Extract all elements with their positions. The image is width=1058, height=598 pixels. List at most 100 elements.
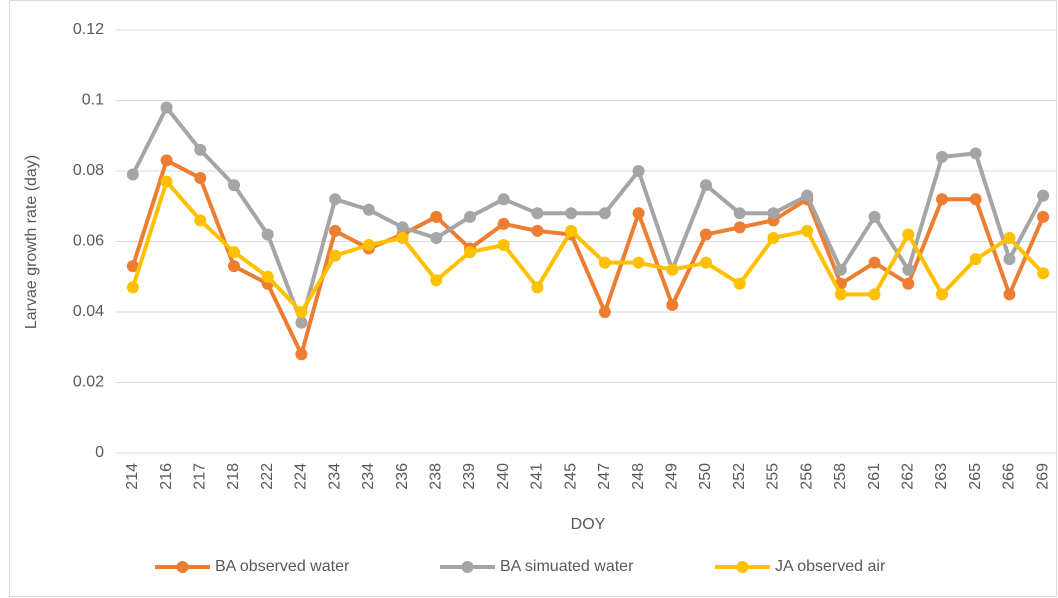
data-point xyxy=(969,147,982,160)
data-point xyxy=(1037,267,1050,280)
data-point xyxy=(767,207,780,220)
data-point xyxy=(767,231,780,244)
x-tick-label: 256 xyxy=(798,463,815,490)
data-point xyxy=(261,228,274,241)
x-tick-label: 241 xyxy=(529,463,546,490)
chart-border xyxy=(9,0,1057,597)
series-line xyxy=(131,105,1045,325)
legend-label: JA observed air xyxy=(775,558,886,575)
data-point xyxy=(632,165,645,177)
x-tick-label: 250 xyxy=(697,463,714,490)
data-point xyxy=(666,298,679,311)
data-point xyxy=(295,348,308,361)
data-point xyxy=(936,193,948,206)
x-tick-label: 214 xyxy=(124,463,141,490)
data-point xyxy=(733,207,746,220)
data-point xyxy=(902,263,915,276)
data-point xyxy=(531,207,544,220)
data-point xyxy=(598,306,611,318)
x-tick-label: 261 xyxy=(866,463,883,490)
x-tick-label: 238 xyxy=(428,463,445,490)
y-tick-label: 0.04 xyxy=(73,303,104,320)
legend-label: BA simuated water xyxy=(500,558,634,575)
y-tick-label: 0.08 xyxy=(73,162,104,179)
x-tick-label: 255 xyxy=(765,463,782,490)
data-point xyxy=(969,193,982,206)
data-point xyxy=(1037,210,1050,223)
data-point xyxy=(1037,189,1050,202)
legend-marker xyxy=(461,561,474,573)
data-point xyxy=(531,224,544,237)
data-point xyxy=(228,260,240,273)
data-point xyxy=(228,179,240,192)
x-tick-label: 239 xyxy=(461,463,478,490)
data-point xyxy=(834,263,847,276)
x-tick-label: 236 xyxy=(394,463,411,490)
data-point xyxy=(329,193,342,206)
data-point xyxy=(497,217,510,230)
data-point xyxy=(261,270,274,283)
data-point xyxy=(160,101,173,114)
x-tick-label: 222 xyxy=(259,463,276,490)
x-tick-label: 218 xyxy=(225,463,242,490)
x-tick-label: 217 xyxy=(192,463,209,490)
y-tick-label: 0.1 xyxy=(82,92,104,109)
data-point xyxy=(126,281,139,294)
data-point xyxy=(194,214,207,227)
data-point xyxy=(632,207,645,220)
data-point xyxy=(362,239,375,252)
x-axis-label: DOY xyxy=(571,516,606,533)
x-tick-label: 263 xyxy=(933,463,950,490)
data-point xyxy=(329,249,342,262)
data-point xyxy=(160,175,173,188)
x-tick-label: 265 xyxy=(967,463,984,490)
data-point xyxy=(497,193,510,206)
data-point xyxy=(902,277,915,290)
data-point xyxy=(598,256,611,269)
x-tick-label: 234 xyxy=(360,463,377,490)
x-tick-label: 216 xyxy=(158,463,175,490)
data-point xyxy=(733,277,746,290)
x-tick-label: 269 xyxy=(1034,463,1051,490)
legend-marker xyxy=(736,561,749,573)
x-tick-label: 262 xyxy=(900,463,917,490)
data-point xyxy=(666,263,679,276)
data-point xyxy=(160,154,173,167)
data-point xyxy=(902,228,915,241)
data-point xyxy=(430,231,443,244)
y-tick-label: 0.02 xyxy=(73,374,104,391)
x-tick-label: 234 xyxy=(326,463,343,490)
data-point xyxy=(194,143,207,156)
x-tick-label: 266 xyxy=(1001,463,1018,490)
x-tick-label: 248 xyxy=(630,463,647,490)
data-point xyxy=(834,288,847,301)
x-tick-label: 258 xyxy=(832,463,849,490)
data-point xyxy=(868,210,881,223)
data-point xyxy=(868,288,881,301)
data-point xyxy=(1003,288,1016,301)
data-point xyxy=(1003,231,1016,244)
x-tick-label: 245 xyxy=(562,463,579,490)
data-point xyxy=(632,256,645,269)
x-tick-label: 252 xyxy=(731,463,748,490)
y-tick-label: 0.06 xyxy=(73,233,104,250)
data-point xyxy=(700,256,712,269)
x-tick-label: 224 xyxy=(293,463,310,490)
data-point xyxy=(362,203,375,216)
data-point xyxy=(126,168,139,181)
series-line xyxy=(130,158,1045,357)
data-point xyxy=(464,210,476,223)
data-point xyxy=(801,224,814,237)
data-point xyxy=(801,189,814,202)
data-point xyxy=(329,224,342,237)
x-tick-label: 249 xyxy=(664,463,681,490)
data-point xyxy=(868,256,881,269)
data-point xyxy=(531,281,544,294)
data-point xyxy=(598,207,611,220)
x-tick-label: 247 xyxy=(596,463,613,490)
data-point xyxy=(295,306,308,318)
data-point xyxy=(700,228,712,241)
data-point xyxy=(565,207,578,220)
series-line xyxy=(130,179,1045,314)
